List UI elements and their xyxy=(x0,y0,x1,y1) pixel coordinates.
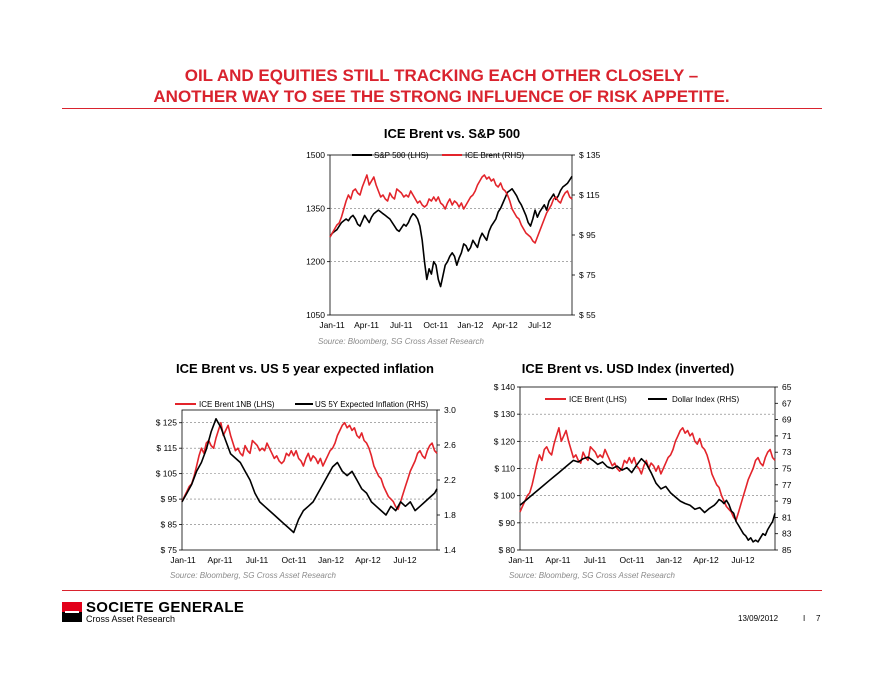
right-axis-tick-label: $ 95 xyxy=(579,230,596,240)
x-axis-tick-label: Jul-12 xyxy=(393,555,416,565)
footer-date: 13/09/2012 xyxy=(738,614,779,623)
chart-title: ICE Brent vs. S&P 500 xyxy=(384,126,520,141)
page-number: 7 xyxy=(816,614,821,623)
left-axis-tick-label: $ 115 xyxy=(156,443,177,453)
brand-name: SOCIETE GENERALE xyxy=(86,599,245,616)
right-axis-tick-label: 75 xyxy=(782,464,792,474)
x-axis-tick-label: Jan-11 xyxy=(170,555,196,565)
x-axis-tick-label: Jul-11 xyxy=(246,555,269,565)
plot-frame xyxy=(519,386,776,551)
page-title-line-2: ANOTHER WAY TO SEE THE STRONG INFLUENCE … xyxy=(153,87,730,106)
plot-frame xyxy=(181,409,438,551)
left-axis-tick-label: $ 75 xyxy=(160,545,177,555)
right-axis-tick-label: 69 xyxy=(782,415,792,425)
page-title-line-1: OIL AND EQUITIES STILL TRACKING EACH OTH… xyxy=(184,66,699,85)
left-axis-tick-label: 1200 xyxy=(306,257,325,267)
right-axis-tick-label: 3.0 xyxy=(444,405,456,415)
series-line-1 xyxy=(181,421,438,511)
x-axis-tick-label: Apr-12 xyxy=(355,555,381,565)
series-line-1 xyxy=(519,426,776,521)
x-axis-tick-label: Jul-12 xyxy=(528,320,551,330)
left-axis-tick-label: $ 120 xyxy=(494,436,516,446)
x-axis-tick-label: Jan-12 xyxy=(457,320,483,330)
right-axis-tick-label: 77 xyxy=(782,480,792,490)
left-axis-tick-label: $ 85 xyxy=(160,520,177,530)
chart-title: ICE Brent vs. USD Index (inverted) xyxy=(522,361,734,376)
right-axis-tick-label: 81 xyxy=(782,512,792,522)
x-axis-tick-label: Jan-12 xyxy=(656,555,682,565)
right-axis-tick-label: 67 xyxy=(782,398,792,408)
left-axis-tick-label: 1050 xyxy=(306,310,325,320)
legend-label: S&P 500 (LHS) xyxy=(374,151,429,160)
left-axis-tick-label: $ 90 xyxy=(498,518,515,528)
legend-label: ICE Brent (LHS) xyxy=(569,395,627,404)
right-axis-tick-label: 1.8 xyxy=(444,510,456,520)
brand-subtitle: Cross Asset Research xyxy=(86,614,176,624)
legend-label: ICE Brent 1NB (LHS) xyxy=(199,400,275,409)
left-axis-tick-label: 1500 xyxy=(306,150,325,160)
x-axis-tick-label: Jan-12 xyxy=(318,555,344,565)
x-axis-tick-label: Jan-11 xyxy=(508,555,534,565)
plot-frame xyxy=(329,154,573,316)
x-axis-tick-label: Apr-11 xyxy=(546,555,571,565)
right-axis-tick-label: 73 xyxy=(782,447,792,457)
title-divider xyxy=(62,108,822,109)
left-axis-tick-label: $ 110 xyxy=(494,464,515,474)
legend-label: ICE Brent (RHS) xyxy=(465,151,524,160)
series-line-2 xyxy=(519,456,776,543)
x-axis-tick-label: Jan-11 xyxy=(319,320,345,330)
chart-source: Source: Bloomberg, SG Cross Asset Resear… xyxy=(509,571,676,580)
right-axis-tick-label: 83 xyxy=(782,529,792,539)
series-line-2 xyxy=(329,174,573,244)
societe-generale-logo xyxy=(62,602,82,622)
left-axis-tick-label: $ 130 xyxy=(494,409,516,419)
x-axis-tick-label: Apr-12 xyxy=(693,555,719,565)
x-axis-tick-label: Apr-12 xyxy=(492,320,518,330)
left-axis-tick-label: $ 80 xyxy=(498,545,515,555)
x-axis-tick-label: Oct-11 xyxy=(282,555,307,565)
chart-source: Source: Bloomberg, SG Cross Asset Resear… xyxy=(318,337,485,346)
right-axis-tick-label: $ 135 xyxy=(579,150,601,160)
left-axis-tick-label: $ 125 xyxy=(156,418,178,428)
footer-separator: I xyxy=(803,614,806,623)
x-axis-tick-label: Oct-11 xyxy=(620,555,645,565)
right-axis-tick-label: $ 55 xyxy=(579,310,596,320)
x-axis-tick-label: Oct-11 xyxy=(423,320,448,330)
x-axis-tick-label: Jul-11 xyxy=(584,555,607,565)
chart-title: ICE Brent vs. US 5 year expected inflati… xyxy=(176,361,434,376)
left-axis-tick-label: $ 100 xyxy=(494,491,516,501)
left-axis-tick-label: $ 105 xyxy=(156,469,178,479)
left-axis-tick-label: 1350 xyxy=(306,203,325,213)
left-axis-tick-label: $ 140 xyxy=(494,382,516,392)
right-axis-tick-label: 79 xyxy=(782,496,792,506)
right-axis-tick-label: 1.4 xyxy=(444,545,456,555)
series-line-2 xyxy=(181,417,438,534)
legend-label: Dollar Index (RHS) xyxy=(672,395,739,404)
right-axis-tick-label: 65 xyxy=(782,382,792,392)
x-axis-tick-label: Jul-11 xyxy=(390,320,413,330)
x-axis-tick-label: Apr-11 xyxy=(208,555,233,565)
right-axis-tick-label: $ 75 xyxy=(579,270,596,280)
x-axis-tick-label: Jul-12 xyxy=(731,555,754,565)
right-axis-tick-label: 71 xyxy=(782,431,792,441)
right-axis-tick-label: $ 115 xyxy=(579,190,600,200)
series-line-1 xyxy=(329,175,573,288)
right-axis-tick-label: 2.6 xyxy=(444,440,456,450)
right-axis-tick-label: 2.2 xyxy=(444,475,456,485)
legend-label: US 5Y Expected Inflation (RHS) xyxy=(315,400,429,409)
left-axis-tick-label: $ 95 xyxy=(160,494,177,504)
chart-source: Source: Bloomberg, SG Cross Asset Resear… xyxy=(170,571,337,580)
x-axis-tick-label: Apr-11 xyxy=(354,320,379,330)
right-axis-tick-label: 85 xyxy=(782,545,792,555)
footer-divider xyxy=(62,590,822,591)
